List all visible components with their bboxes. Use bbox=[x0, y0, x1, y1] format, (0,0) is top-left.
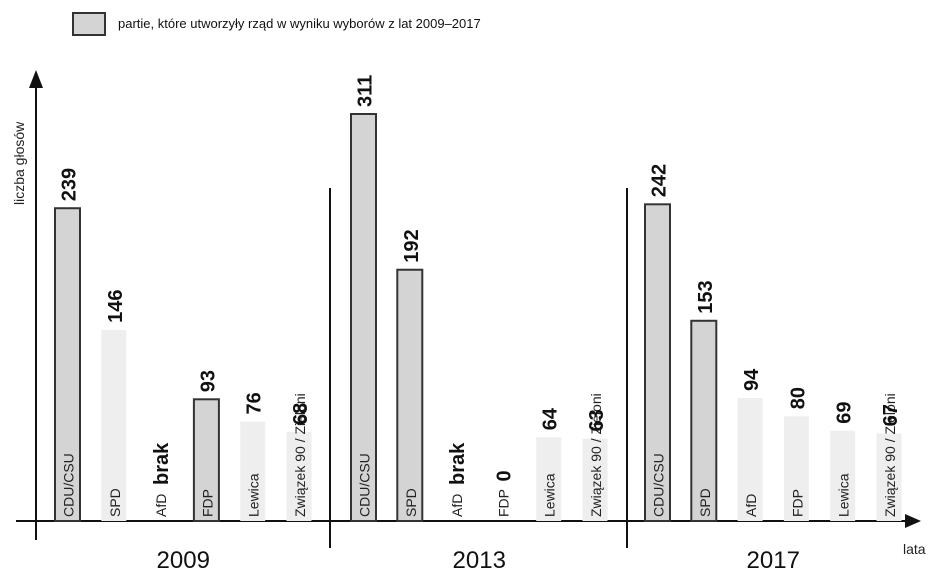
party-label: CDU/CSU bbox=[651, 453, 667, 517]
bar bbox=[396, 268, 424, 522]
party-label: Związek 90 / Zieloni bbox=[882, 393, 898, 517]
party-label: Związek 90 / Zieloni bbox=[588, 393, 604, 517]
bar bbox=[350, 113, 377, 522]
party-label: Związek 90 / Zieloni bbox=[292, 393, 308, 517]
party-label: FDP bbox=[495, 489, 511, 517]
bar bbox=[240, 421, 266, 521]
party-label: CDU/CSU bbox=[357, 453, 373, 517]
legend-label: partie, które utworzyły rząd w wyniku wy… bbox=[118, 16, 481, 31]
bar bbox=[286, 432, 312, 521]
x-axis-title: lata bbox=[903, 541, 926, 557]
value-label: brak bbox=[151, 442, 173, 485]
bar bbox=[192, 398, 220, 522]
bar bbox=[644, 203, 671, 522]
value-label: 67 bbox=[880, 404, 902, 426]
value-label: 242 bbox=[649, 164, 671, 197]
year-label: 2013 bbox=[453, 547, 506, 572]
bar bbox=[101, 329, 127, 521]
value-label: 0 bbox=[493, 470, 515, 481]
value-label: 192 bbox=[401, 229, 423, 262]
party-label: SPD bbox=[107, 488, 123, 517]
bar bbox=[830, 430, 856, 521]
value-label: 64 bbox=[540, 407, 562, 430]
bar bbox=[783, 416, 809, 521]
value-label: 94 bbox=[741, 368, 763, 391]
value-label: 63 bbox=[586, 409, 608, 431]
party-label: Lewica bbox=[246, 473, 262, 517]
value-label: 153 bbox=[695, 280, 717, 313]
value-label: 69 bbox=[834, 401, 856, 423]
party-label: FDP bbox=[199, 489, 215, 517]
value-label: 68 bbox=[290, 403, 312, 425]
value-label: 80 bbox=[787, 387, 809, 409]
party-label: FDP bbox=[789, 489, 805, 517]
bar bbox=[737, 397, 763, 521]
party-label: Lewica bbox=[836, 473, 852, 517]
bar bbox=[690, 319, 718, 522]
party-label: SPD bbox=[697, 488, 713, 517]
party-label: SPD bbox=[403, 488, 419, 517]
legend-swatch bbox=[72, 12, 106, 36]
party-label: CDU/CSU bbox=[61, 453, 77, 517]
value-label: 76 bbox=[244, 392, 266, 414]
bar bbox=[876, 433, 902, 521]
y-axis-arrow bbox=[29, 70, 43, 88]
year-label: 2017 bbox=[747, 547, 800, 572]
value-label: 93 bbox=[197, 370, 219, 392]
bar bbox=[536, 437, 562, 521]
y-axis-title: liczba głosów bbox=[11, 121, 27, 205]
bar bbox=[54, 207, 81, 523]
bar bbox=[582, 438, 608, 521]
party-label: AfD bbox=[153, 494, 169, 517]
value-label: 146 bbox=[105, 290, 127, 323]
party-label: Lewica bbox=[542, 473, 558, 517]
value-label: 311 bbox=[355, 75, 377, 107]
party-label: AfD bbox=[743, 494, 759, 517]
year-label: 2009 bbox=[157, 547, 210, 572]
value-label: 239 bbox=[59, 168, 81, 201]
x-axis-arrow bbox=[905, 514, 921, 528]
party-label: AfD bbox=[449, 494, 465, 517]
value-label: brak bbox=[447, 442, 469, 485]
